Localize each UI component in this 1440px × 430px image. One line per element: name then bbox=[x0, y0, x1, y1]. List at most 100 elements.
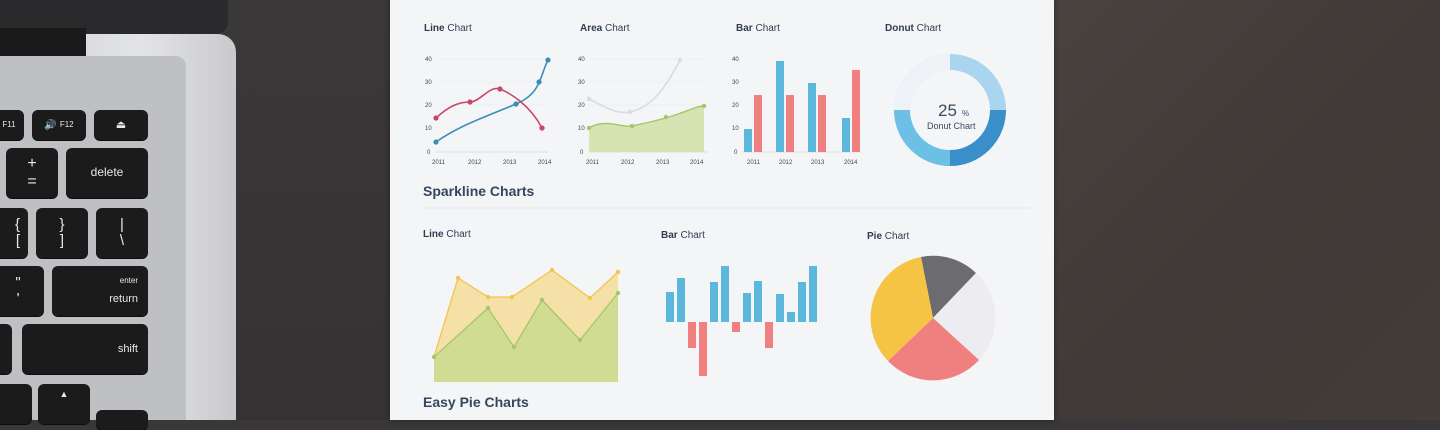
key-label: F11 bbox=[2, 119, 16, 129]
bar bbox=[786, 95, 794, 152]
top-bar-chart: 0 10 20 30 40 2011 2012 2013 2014 bbox=[732, 57, 862, 166]
key-label: \ bbox=[119, 232, 125, 249]
return-key[interactable]: enter return bbox=[52, 266, 148, 316]
x-tick: 2012 bbox=[779, 160, 793, 166]
bar bbox=[710, 282, 718, 322]
data-point bbox=[433, 139, 439, 145]
bar bbox=[776, 61, 784, 152]
left-edge-key[interactable] bbox=[0, 324, 12, 374]
key-label: ] bbox=[59, 232, 65, 249]
bar bbox=[677, 278, 685, 322]
data-point bbox=[587, 295, 593, 301]
bar-chart-title: Bar Chart bbox=[736, 23, 780, 34]
sparkline-section-title: Sparkline Charts bbox=[423, 183, 534, 199]
printed-report-sheet: Line Chart Area Chart Bar Chart Donut Ch… bbox=[390, 0, 1054, 420]
bar bbox=[776, 294, 784, 322]
left-bottom-key[interactable] bbox=[0, 384, 32, 424]
data-point bbox=[586, 125, 592, 131]
pie-chart bbox=[870, 255, 996, 381]
donut-chart-title: Donut Chart bbox=[885, 23, 941, 34]
f11-key[interactable]: F11 bbox=[0, 110, 24, 140]
right-brace-key[interactable]: } ] bbox=[36, 208, 88, 258]
y-tick: 40 bbox=[578, 57, 585, 63]
bar bbox=[809, 266, 817, 322]
pie-chart-title: Pie Chart bbox=[867, 231, 909, 242]
x-tick: 2012 bbox=[468, 160, 482, 166]
plus-equals-key[interactable]: + = bbox=[6, 148, 58, 198]
data-point bbox=[627, 109, 633, 115]
bottom-bar-chart bbox=[666, 266, 817, 376]
eject-icon: ⏏ bbox=[115, 118, 127, 131]
pie-slice bbox=[933, 273, 996, 360]
donut-percent-sign: % bbox=[962, 109, 969, 118]
data-point bbox=[545, 57, 551, 63]
data-point bbox=[701, 103, 707, 109]
shift-key[interactable]: shift bbox=[22, 324, 148, 374]
data-point bbox=[509, 294, 515, 300]
area-secondary-line bbox=[588, 59, 681, 114]
y-tick: 10 bbox=[578, 126, 585, 132]
area-line-green bbox=[433, 292, 619, 358]
data-point bbox=[577, 337, 583, 343]
right-bottom-key[interactable] bbox=[96, 410, 148, 430]
y-tick: 20 bbox=[578, 103, 585, 109]
speaker-icon: 🔊 bbox=[44, 119, 57, 131]
line-chart-title: Line Chart bbox=[424, 23, 472, 34]
y-tick: 20 bbox=[425, 103, 432, 109]
x-tick: 2014 bbox=[844, 160, 858, 166]
data-point bbox=[539, 297, 545, 303]
data-point bbox=[433, 115, 439, 121]
backslash-key[interactable]: | \ bbox=[96, 208, 148, 258]
y-tick: 40 bbox=[732, 57, 739, 63]
eject-key[interactable]: ⏏ bbox=[94, 110, 148, 140]
bar bbox=[842, 118, 850, 152]
data-point bbox=[615, 290, 621, 296]
y-tick: 30 bbox=[425, 80, 432, 86]
up-arrow-icon: ▲ bbox=[59, 389, 69, 399]
y-tick: 0 bbox=[427, 150, 431, 156]
key-label: " bbox=[15, 273, 21, 291]
area-chart-title: Area Chart bbox=[580, 23, 630, 34]
data-point bbox=[539, 125, 545, 131]
data-point bbox=[485, 294, 491, 300]
bar bbox=[787, 312, 795, 322]
data-point bbox=[511, 344, 517, 350]
bar bbox=[744, 129, 752, 152]
data-point bbox=[536, 79, 542, 85]
pie-slice bbox=[888, 318, 979, 381]
key-label: return bbox=[109, 293, 138, 306]
data-point bbox=[497, 86, 503, 92]
bar bbox=[666, 292, 674, 322]
report-graphics: Line Chart Area Chart Bar Chart Donut Ch… bbox=[423, 23, 1030, 410]
area-fill bbox=[589, 106, 704, 152]
data-point bbox=[549, 267, 555, 273]
area-line bbox=[588, 105, 705, 129]
donut-segment bbox=[894, 54, 951, 111]
data-point bbox=[513, 101, 519, 107]
key-label: ' bbox=[16, 290, 20, 307]
key-label: } bbox=[59, 215, 65, 233]
laptop: F11 🔊 F12 ⏏ + = delete { [ } ] | \ " ' e… bbox=[0, 0, 238, 430]
x-tick: 2013 bbox=[811, 160, 825, 166]
f12-key[interactable]: 🔊 F12 bbox=[32, 110, 86, 140]
key-label: | bbox=[120, 215, 124, 233]
delete-key[interactable]: delete bbox=[66, 148, 148, 198]
bar bbox=[754, 281, 762, 322]
donut-segment bbox=[949, 54, 1006, 111]
x-tick: 2013 bbox=[656, 160, 670, 166]
data-point bbox=[615, 269, 621, 275]
quote-key[interactable]: " ' bbox=[0, 266, 44, 316]
key-label: [ bbox=[15, 232, 20, 249]
data-point bbox=[677, 57, 683, 63]
key-label: + bbox=[27, 155, 37, 173]
series-line-blue bbox=[435, 59, 549, 143]
key-label: shift bbox=[117, 342, 138, 355]
up-arrow-key[interactable]: ▲ bbox=[38, 384, 90, 424]
y-tick: 10 bbox=[732, 126, 739, 132]
donut-label: Donut Chart bbox=[927, 121, 976, 131]
left-brace-key[interactable]: { [ bbox=[0, 208, 28, 258]
pie-slice bbox=[870, 257, 933, 361]
key-label: delete bbox=[90, 165, 124, 180]
donut-segment bbox=[949, 109, 1006, 166]
easy-pie-section-title: Easy Pie Charts bbox=[423, 394, 529, 410]
